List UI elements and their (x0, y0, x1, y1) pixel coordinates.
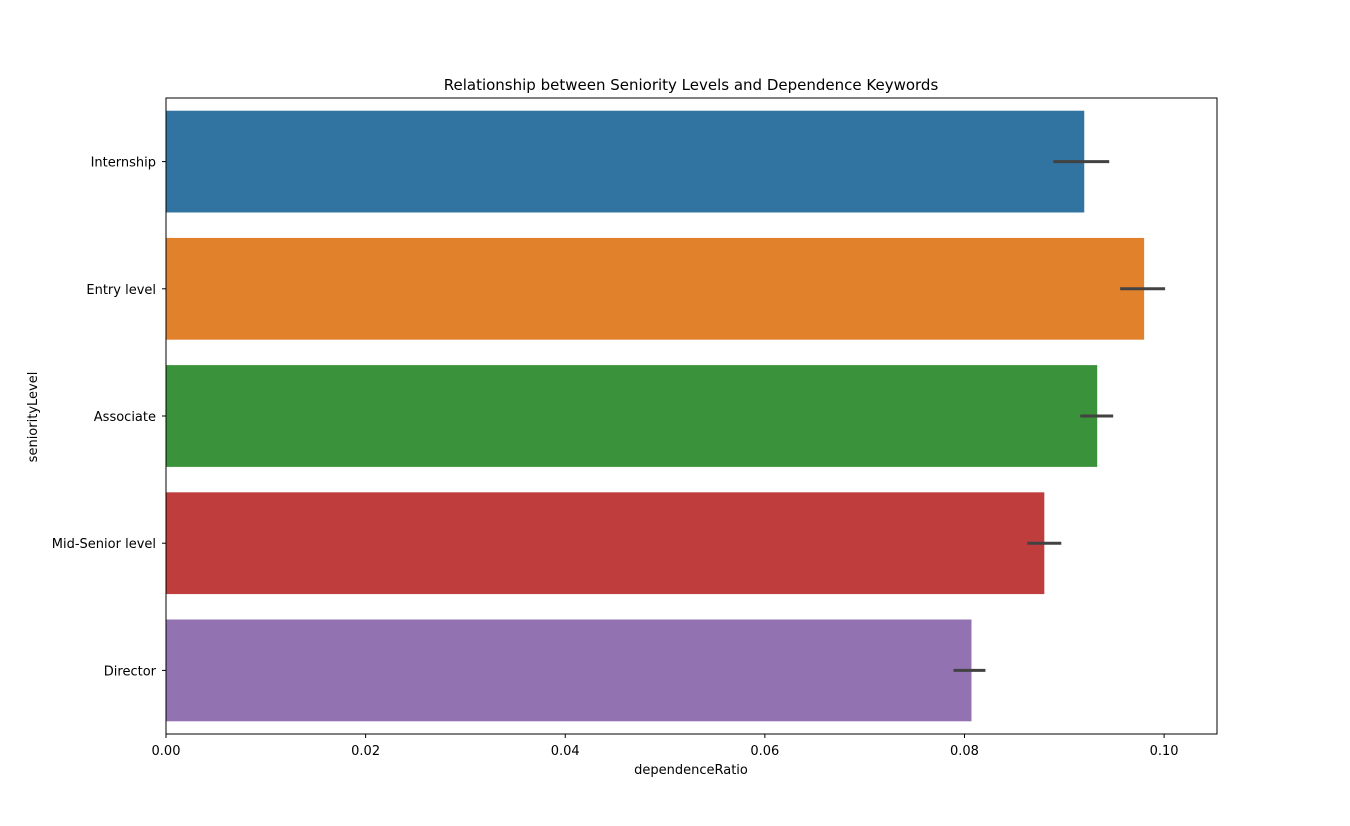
bar (166, 365, 1098, 467)
x-tick-label: 0.04 (551, 744, 580, 759)
y-tick-label: Entry level (86, 283, 156, 298)
y-tick-label: Associate (94, 410, 156, 425)
y-axis-label: seniorityLevel (26, 372, 41, 463)
axes-layer: Internship Entry level Associate Mid-Senior… (52, 97, 1218, 759)
bar (166, 237, 1145, 340)
y-tick-label: Internship (91, 156, 156, 171)
x-tick-label: 0.06 (750, 744, 779, 759)
plot-frame (165, 97, 1218, 735)
bar (166, 619, 972, 722)
chart-title: Relationship between Seniority Levels an… (444, 76, 939, 94)
bar (166, 492, 1045, 595)
y-tick-label: Director (104, 664, 157, 679)
x-tick-label: 0.00 (152, 744, 181, 759)
error-bars-layer (953, 160, 1166, 672)
y-tick-label: Mid-Senior level (52, 537, 156, 552)
x-tick-label: 0.08 (950, 744, 979, 759)
x-tick-label: 0.10 (1150, 744, 1179, 759)
bar (166, 110, 1085, 213)
x-axis-label: dependenceRatio (634, 763, 748, 778)
x-tick-label: 0.02 (351, 744, 380, 759)
bars-layer (166, 110, 1145, 722)
